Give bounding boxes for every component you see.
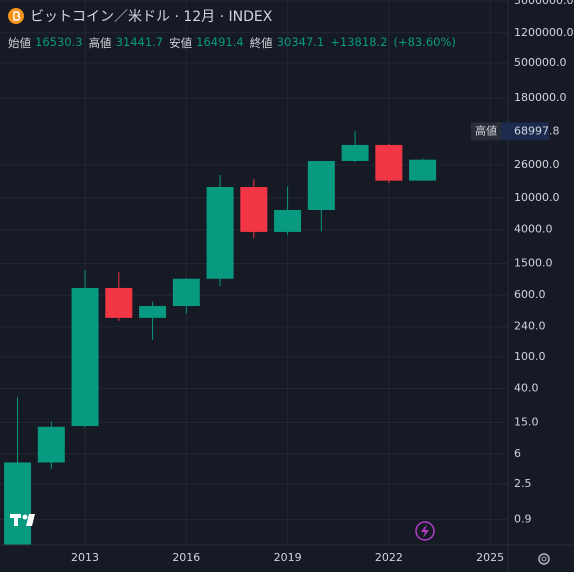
- y-tick-label: 180000.0: [514, 91, 567, 104]
- high-value-bg: [501, 122, 549, 141]
- x-tick-label: 2013: [71, 551, 99, 564]
- title-row: ビットコイン／米ドル · 12月 · INDEX: [8, 6, 458, 26]
- y-tick-label: 40.0: [514, 382, 539, 395]
- axes: 3000000.0 1200000.0 500000.0 180000.0 26000.…: [71, 0, 573, 564]
- high-value: 31441.7: [115, 35, 164, 49]
- header: ビットコイン／米ドル · 12月 · INDEX 始値 16530.3 高値 314…: [8, 6, 458, 51]
- low-value: 16491.4: [196, 35, 244, 49]
- close-value: 30347.1: [276, 35, 325, 49]
- candle-body: [375, 144, 403, 181]
- candle-body: [172, 278, 200, 307]
- y-tick-label: 15.0: [514, 415, 539, 428]
- candle-body: [71, 287, 99, 427]
- candles: [4, 131, 437, 545]
- x-tick-label: 2019: [274, 551, 302, 564]
- open-value: 16530.3: [35, 35, 83, 49]
- candle-body: [274, 210, 302, 232]
- change-value: +13818.2: [330, 35, 388, 49]
- candle-body: [4, 462, 32, 545]
- y-tick-label: 240.0: [514, 320, 546, 333]
- high-label-bg: [471, 122, 501, 141]
- y-tick-label: 26000.0: [514, 158, 560, 171]
- settings-button[interactable]: [538, 553, 550, 565]
- y-tick-label: 2.5: [514, 477, 532, 490]
- symbol-title: ビットコイン／米ドル · 12月 · INDEX: [30, 9, 273, 25]
- x-tick-label: 2022: [375, 551, 403, 564]
- y-tick-label: 500000.0: [514, 56, 567, 69]
- candle-body: [409, 159, 437, 181]
- y-tick-label: 0.9: [514, 513, 532, 526]
- candle-body: [105, 287, 133, 318]
- candle-body: [139, 306, 167, 318]
- x-tick-label: 2025: [476, 551, 504, 564]
- ohlc-row: 始値 16530.3 高値 31441.7 安値 16491.4 終値 30347.1 …: [8, 35, 458, 51]
- open-label: 始値: [8, 36, 31, 50]
- x-tick-label: 2016: [172, 551, 200, 564]
- y-tick-label: 6: [514, 447, 521, 460]
- change-percent: (+83.60%): [393, 35, 456, 49]
- high-label: 高値: [475, 123, 497, 137]
- high-value: 68997.8: [514, 124, 560, 137]
- candle-body: [240, 187, 268, 232]
- candle-body: [37, 426, 65, 463]
- low-label: 安値: [169, 36, 193, 50]
- grid: [0, 0, 508, 545]
- y-tick-label: 1500.0: [514, 256, 553, 269]
- y-tick-label: 3000000.0: [514, 0, 574, 7]
- candle-body: [341, 144, 369, 162]
- tv-logo: [10, 514, 35, 526]
- candle-body: [206, 187, 234, 279]
- y-tick-label: 600.0: [514, 288, 546, 301]
- close-label: 終値: [249, 36, 273, 50]
- high-label: 高値: [88, 36, 112, 50]
- y-tick-label: 100.0: [514, 350, 546, 363]
- lightning-button[interactable]: [415, 521, 435, 541]
- y-tick-label: 4000.0: [514, 223, 553, 236]
- y-tick-label: 1200000.0: [514, 26, 574, 39]
- y-tick-label: 10000.0: [514, 191, 560, 204]
- bitcoin-icon: [8, 8, 24, 24]
- candle-body: [307, 161, 335, 211]
